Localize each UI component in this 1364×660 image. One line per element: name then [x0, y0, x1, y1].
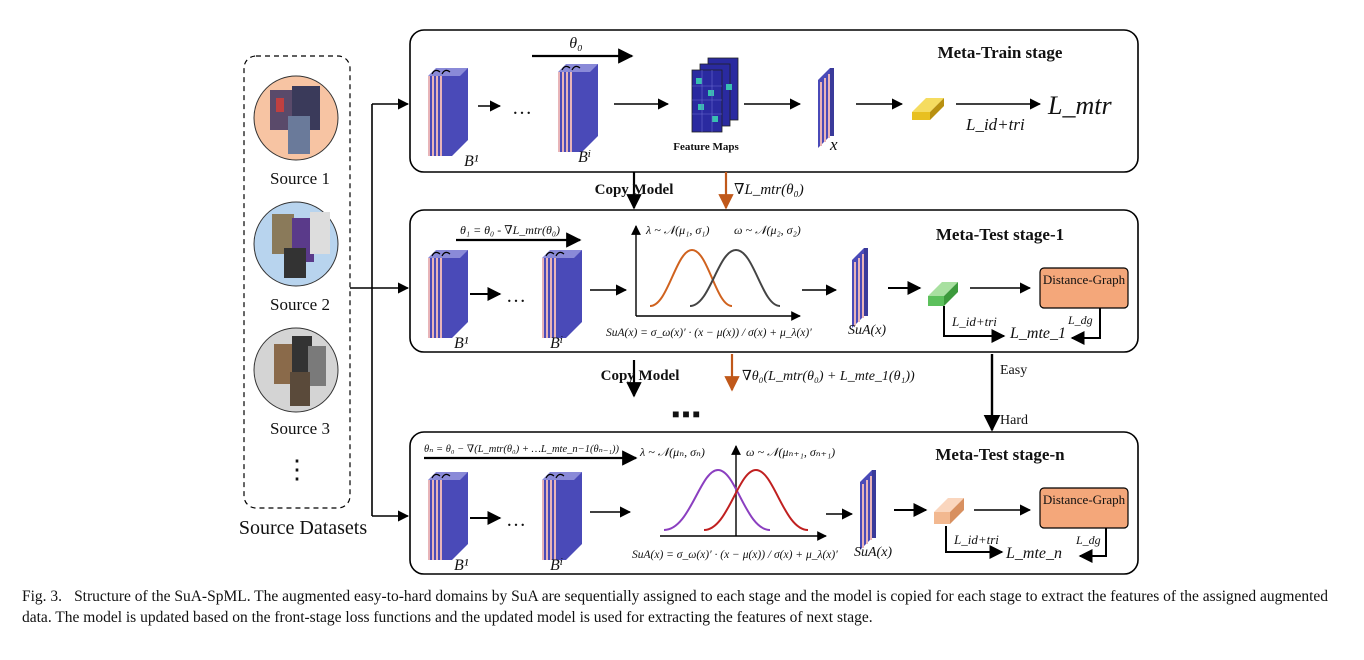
meta-test-n-block-last	[541, 471, 583, 561]
meta-test-1-block-first-label: B¹	[454, 335, 469, 352]
meta-test-1-dots: …	[506, 285, 526, 307]
meta-train-block-last-label: Bⁱ	[578, 149, 591, 166]
meta-train-block-first-label: B¹	[464, 153, 479, 170]
source-2-image	[253, 201, 339, 287]
meta-test-n-sua-block	[860, 470, 876, 550]
meta-test-n-title: Meta-Test stage-n	[935, 445, 1065, 464]
omega-curve-1	[689, 248, 781, 307]
meta-test-stage-n: Meta-Test stage-n θₙ = θ₀ − ∇(L_mtr(θ₀) …	[409, 431, 1139, 575]
meta-test-n-feature-vector	[934, 498, 964, 524]
meta-train-x-label: x	[829, 135, 838, 154]
copy-model-1: Copy Model	[595, 182, 674, 198]
source-datasets-title: Source Datasets	[239, 517, 368, 539]
easy-label: Easy	[1000, 363, 1027, 378]
source-2-label: Source 2	[270, 295, 330, 314]
grad-link-2: ∇θ₀(L_mtr(θ₀) + L_mte_1(θ₁))	[742, 369, 915, 384]
meta-test-n-sua-formula: SuA(x) = σ_ω(x)′ · (x − μ(x)) / σ(x) + μ…	[632, 549, 838, 561]
meta-test-1-feature-vector	[928, 282, 958, 306]
meta-test-1-distance-graph-label: Distance-Graph	[1043, 272, 1126, 287]
meta-train-block-first	[427, 67, 469, 157]
meta-test-n-loss-idtri: L_id+tri	[953, 532, 999, 547]
meta-test-stage-1: Meta-Test stage-1 θ₁ = θ₀ - ∇L_mtr(θ₀) B…	[409, 209, 1139, 353]
meta-train-block-last	[557, 63, 599, 153]
feature-maps-icon	[691, 57, 739, 133]
architecture-diagram: Source 1 Source 2 Source 3 ⋮ Source Data…	[239, 29, 1139, 575]
meta-test-n-distance-graph-label: Distance-Graph	[1043, 492, 1126, 507]
lambda-curve-n	[663, 468, 771, 531]
meta-test-1-sua-block	[852, 248, 868, 328]
meta-train-output: L_mtr	[1047, 91, 1112, 120]
meta-test-1-title: Meta-Test stage-1	[936, 225, 1064, 244]
meta-test-n-block-first-label: B¹	[454, 557, 469, 574]
source-1-image	[253, 75, 339, 161]
meta-test-1-distance-graph	[1039, 267, 1129, 309]
meta-train-loss-label: L_id+tri	[965, 115, 1025, 134]
meta-test-1-block-last	[541, 249, 583, 339]
hard-label: Hard	[1000, 413, 1028, 428]
meta-test-n-dots: …	[506, 509, 526, 531]
meta-test-1-block-last-label: Bⁱ	[550, 335, 563, 352]
meta-test-n-theta: θₙ = θ₀ − ∇(L_mtr(θ₀) + …L_mte_n−1(θₙ₋₁)…	[424, 444, 620, 455]
meta-test-1-loss-idtri: L_id+tri	[951, 314, 997, 329]
figure-caption: Fig. 3. Structure of the SuA-SpML. The au…	[22, 586, 1344, 628]
meta-train-dots: …	[512, 97, 532, 119]
meta-test-n-block-last-label: Bⁱ	[550, 557, 563, 574]
meta-test-1-distribution-plot	[631, 225, 801, 321]
meta-test-1-theta: θ₁ = θ₀ - ∇L_mtr(θ₀)	[460, 223, 560, 237]
meta-train-feature-vector	[912, 98, 944, 120]
source-connector	[350, 98, 410, 522]
meta-test-n-loss-dg: L_dg	[1075, 533, 1101, 547]
meta-test-1-loss-dg: L_dg	[1067, 313, 1093, 327]
omega-curve-n	[703, 468, 809, 531]
stage-vertical-dots: ■ ■ ■	[672, 407, 700, 421]
meta-train-stage: Meta-Train stage θ₀ B¹ … Bⁱ Feature Maps	[409, 29, 1139, 173]
feature-maps-label: Feature Maps	[673, 141, 739, 153]
source-1-label: Source 1	[270, 169, 330, 188]
meta-test-1-block-first	[427, 249, 469, 339]
meta-test-n-lambda: λ ~ 𝒩(μₙ, σₙ)	[639, 445, 705, 459]
meta-test-1-sua-label: SuA(x)	[848, 323, 886, 338]
meta-test-n-sua-label: SuA(x)	[854, 545, 892, 560]
meta-test-1-sua-formula: SuA(x) = σ_ω(x)′ · (x − μ(x)) / σ(x) + μ…	[606, 327, 812, 339]
caption-label: Fig. 3.	[22, 588, 63, 605]
source-datasets-box	[243, 55, 351, 509]
lambda-curve-1	[649, 248, 733, 307]
grad-link-1: ∇L_mtr(θ₀)	[734, 182, 804, 198]
meta-test-n-distribution-plot	[660, 445, 827, 541]
copy-model-2: Copy Model	[601, 368, 680, 384]
meta-test-n-distance-graph	[1039, 487, 1129, 529]
meta-test-1-output: L_mte_1	[1009, 325, 1066, 342]
source-3-label: Source 3	[270, 419, 330, 438]
source-ellipsis: ⋮	[284, 455, 310, 484]
meta-test-n-output: L_mte_n	[1005, 545, 1062, 562]
meta-test-n-omega: ω ~ 𝒩(μₙ₊₁, σₙ₊₁)	[746, 445, 835, 459]
meta-test-1-omega: ω ~ 𝒩(μ₂, σ₂)	[734, 223, 801, 237]
meta-train-theta: θ₀	[569, 35, 582, 52]
source-3-image	[253, 327, 339, 413]
meta-test-1-lambda: λ ~ 𝒩(μ₁, σ₁)	[645, 223, 709, 237]
caption-text: Structure of the SuA-SpML. The augmented…	[22, 588, 1329, 626]
meta-train-title: Meta-Train stage	[938, 43, 1063, 62]
meta-test-n-block-first	[427, 471, 469, 561]
